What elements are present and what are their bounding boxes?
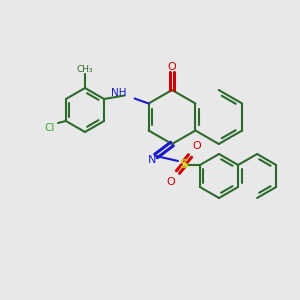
- Text: N: N: [148, 155, 156, 165]
- Text: O: O: [193, 141, 201, 151]
- Text: NH: NH: [111, 88, 127, 98]
- Text: Cl: Cl: [45, 123, 55, 133]
- Text: O: O: [167, 177, 176, 187]
- Text: S: S: [179, 158, 188, 170]
- Text: O: O: [168, 62, 176, 72]
- Text: CH₃: CH₃: [77, 64, 93, 74]
